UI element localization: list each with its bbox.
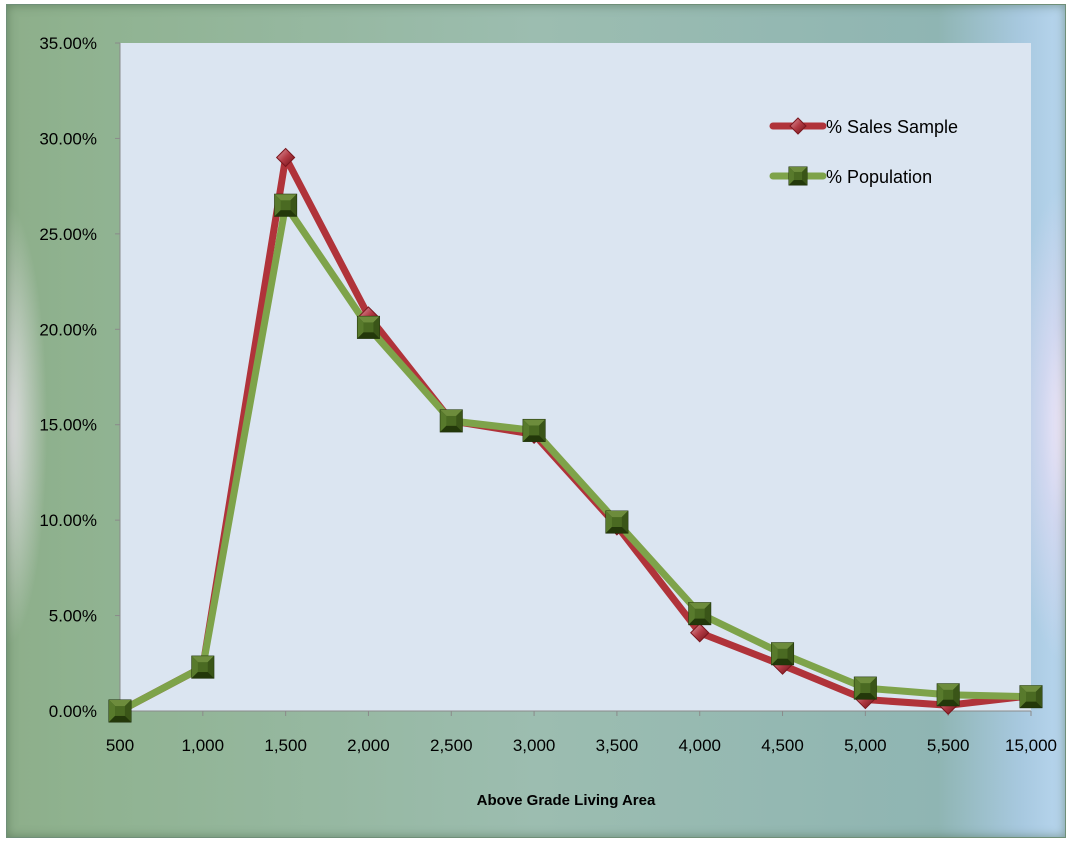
x-tick-label: 3,000 [513,736,556,755]
y-tick-label: 35.00% [39,34,97,53]
population-point [275,194,297,216]
population-point [192,656,214,678]
population-point [1020,686,1042,708]
population-point [523,419,545,441]
x-tick-label: 3,500 [596,736,639,755]
x-axis-title: Above Grade Living Area [477,792,656,809]
population-point [357,316,379,338]
y-tick-label: 30.00% [39,129,97,148]
y-tick-label: 10.00% [39,511,97,530]
x-tick-label: 2,500 [430,736,473,755]
x-tick-label: 4,500 [761,736,804,755]
population-point [440,410,462,432]
x-tick-label: 1,500 [264,736,307,755]
population-point [937,684,959,706]
x-tick-label: 15,000 [1005,736,1057,755]
y-axis-ticks: 0.00% 5.00% 10.00% 15.00% 20.00% 25.00% 30.00%… [39,34,120,721]
x-tick-label: 1,000 [182,736,225,755]
x-tick-label: 4,000 [678,736,721,755]
population-point [109,700,131,722]
x-tick-label: 5,500 [927,736,970,755]
y-tick-label: 5.00% [49,607,97,626]
legend-label: % Population [826,167,932,187]
x-tick-label: 2,000 [347,736,390,755]
legend-label: % Sales Sample [826,117,958,137]
x-tick-label: 500 [106,736,134,755]
y-tick-label: 0.00% [49,702,97,721]
y-tick-label: 15.00% [39,416,97,435]
population-point [689,603,711,625]
y-tick-label: 25.00% [39,225,97,244]
x-axis-ticks: 500 1,000 1,500 2,000 2,500 3,000 3,500 4,000 4,… [106,711,1057,755]
population-point [606,511,628,533]
x-tick-label: 5,000 [844,736,887,755]
population-point [772,643,794,665]
population-point [854,677,876,699]
legend-marker-square [789,167,807,185]
y-tick-label: 20.00% [39,320,97,339]
